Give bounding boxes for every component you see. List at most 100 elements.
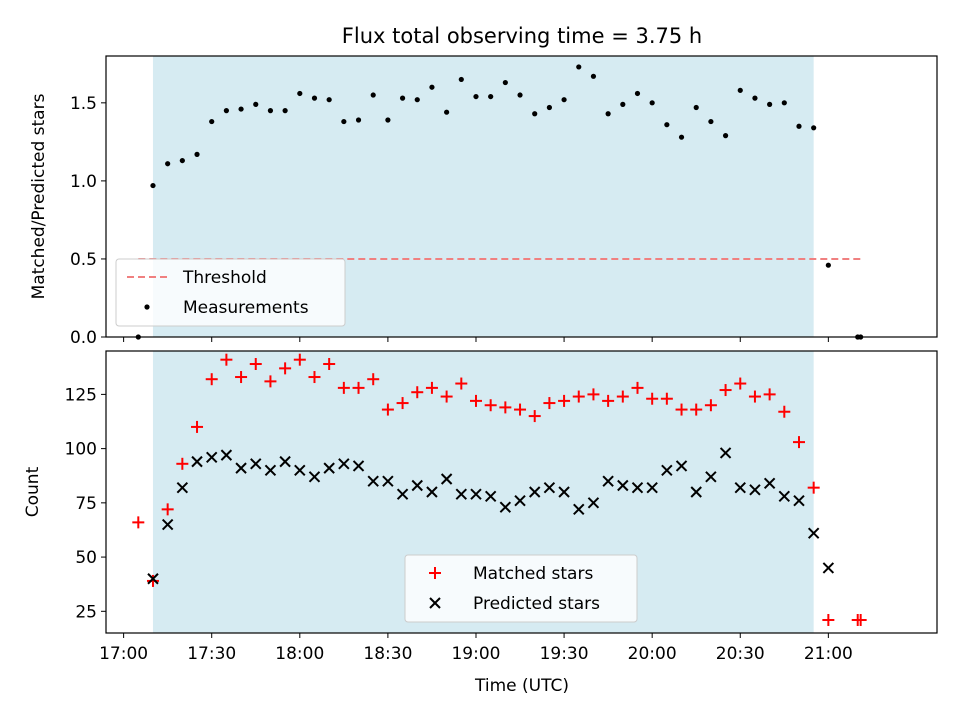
predicted-cross-b: [411, 479, 423, 492]
measurement-point: [693, 104, 699, 111]
predicted-cross-b: [675, 460, 688, 472]
predicted-star-point: [705, 471, 717, 483]
predicted-star-point: [661, 464, 673, 477]
predicted-star-point: [455, 488, 468, 500]
predicted-star-point: [543, 481, 556, 494]
predicted-cross-b: [470, 488, 482, 500]
predicted-cross-b: [396, 488, 409, 500]
predicted-cross-b: [822, 562, 835, 574]
x-tick-label: 18:30: [363, 644, 412, 664]
measurement-point: [370, 92, 376, 98]
matched-star-point: [249, 358, 262, 371]
measurement-point: [311, 95, 318, 101]
predicted-star-point: [426, 486, 438, 498]
predicted-cross-b: [455, 488, 468, 500]
measurement-point: [605, 111, 611, 117]
measurement-point: [781, 100, 787, 106]
predicted-star-point: [161, 518, 174, 531]
bottom-ytick-label: 75: [75, 494, 97, 514]
matched-star-point: [396, 397, 409, 410]
measurement-point: [326, 97, 332, 103]
matched-star-point: [528, 410, 541, 423]
measurement-point: [150, 182, 156, 189]
predicted-cross-b: [367, 475, 379, 487]
bottom-panel: 25 50 75 100 125 17:00 17:30 18:00 18:30 19:00 19:…: [23, 350, 938, 696]
predicted-cross-b: [308, 471, 321, 483]
bottom-axis-ticks: 25 50 75 100 125 17:00 17:30 18:00 18:30 19:00 19:…: [65, 385, 853, 664]
top-axis-ticks: 0.0 0.5 1.0 1.5: [70, 94, 829, 348]
predicted-star-point: [308, 471, 321, 483]
predicted-star-point: [734, 481, 746, 494]
x-tick-label: 18:00: [275, 644, 324, 664]
predicted-star-point: [147, 573, 159, 585]
top-legend: Threshold Measurements: [115, 258, 346, 327]
measurement-point: [267, 108, 274, 114]
predicted-star-point: [690, 486, 702, 498]
measurement-point: [444, 109, 450, 115]
predicted-star-point: [484, 490, 497, 503]
legend-predicted-label: Predicted stars: [473, 594, 600, 614]
matched-star-point: [484, 399, 497, 412]
matched-star-point: [440, 390, 453, 403]
predicted-star-point: [793, 494, 805, 507]
chart-title: Flux total observing time = 3.75 h: [342, 24, 702, 48]
predicted-star-point: [206, 451, 218, 463]
predicted-star-point: [323, 462, 335, 474]
matched-star-point: [191, 420, 204, 433]
predicted-cross-b: [279, 455, 291, 468]
matched-star-point: [602, 394, 615, 407]
matched-star-point: [748, 390, 761, 403]
predicted-star-point: [176, 481, 189, 494]
predicted-cross-b: [719, 447, 732, 459]
matched-star-point: [822, 613, 835, 626]
predicted-star-point: [529, 486, 541, 498]
bottom-legend-box: [404, 554, 638, 623]
predicted-cross-b: [661, 464, 673, 477]
predicted-cross-b: [807, 527, 820, 539]
matched-star-point: [176, 457, 189, 470]
predicted-cross-b: [220, 449, 233, 461]
matched-star-point: [499, 401, 512, 414]
predicted-star-point: [763, 477, 776, 490]
matched-star-point: [646, 392, 659, 405]
predicted-star-point: [352, 460, 365, 472]
x-tick-label: 20:00: [628, 644, 677, 664]
predicted-star-point: [264, 464, 277, 477]
matched-star-point: [704, 399, 717, 412]
matched-star-point: [587, 388, 600, 401]
measurement-point: [590, 73, 597, 79]
predicted-cross-b: [323, 462, 335, 474]
bottom-ytick-label: 25: [75, 602, 97, 622]
bottom-ytick-label: 100: [65, 440, 97, 460]
measurement-point: [473, 93, 479, 100]
predicted-cross-b: [499, 501, 512, 513]
measurement-point: [678, 134, 685, 140]
measurement-point: [414, 97, 420, 103]
predicted-star-point: [631, 481, 644, 494]
matched-star-point: [763, 388, 776, 401]
predicted-star-point: [411, 479, 423, 492]
predicted-cross-b: [484, 490, 497, 503]
top-panel: 0.0 0.5 1.0 1.5 Matched/Predicted stars Thr…: [29, 55, 938, 348]
predicted-star-point: [294, 464, 306, 477]
top-axes-frame: [105, 55, 938, 338]
matched-star-point: [690, 403, 703, 416]
bottom-legend: Matched stars Predicted stars: [404, 554, 638, 623]
matched-star-point: [411, 386, 424, 399]
predicted-cross-b: [235, 462, 247, 474]
measurement-point: [223, 108, 229, 114]
matched-star-point: [264, 375, 277, 388]
predicted-cross-b: [352, 460, 365, 472]
matched-star-point: [352, 381, 365, 394]
top-y-axis-label: Matched/Predicted stars: [29, 93, 49, 299]
measurement-point: [825, 262, 831, 268]
measurement-point: [341, 118, 347, 125]
predicted-cross-b: [176, 481, 189, 494]
matched-star-point: [469, 394, 482, 407]
matched-star-point: [235, 371, 248, 384]
top-ytick-label: 1.0: [70, 172, 97, 192]
predicted-star-point: [235, 462, 247, 474]
predicted-star-point: [279, 455, 291, 468]
measurement-point: [796, 123, 802, 129]
